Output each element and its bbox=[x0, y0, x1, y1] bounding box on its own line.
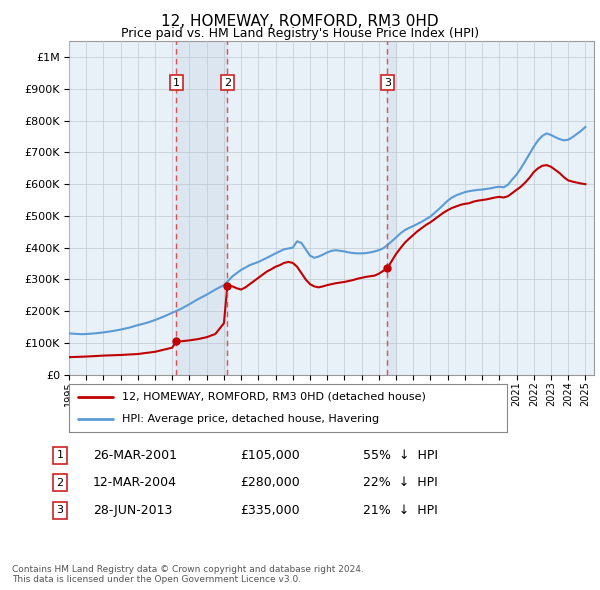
Text: £335,000: £335,000 bbox=[240, 504, 299, 517]
Text: 1: 1 bbox=[56, 451, 64, 460]
Text: 21%  ↓  HPI: 21% ↓ HPI bbox=[363, 504, 438, 517]
Bar bbox=[176, 41, 227, 375]
Text: £105,000: £105,000 bbox=[240, 449, 300, 462]
Text: Price paid vs. HM Land Registry's House Price Index (HPI): Price paid vs. HM Land Registry's House … bbox=[121, 27, 479, 40]
Text: 12-MAR-2004: 12-MAR-2004 bbox=[93, 476, 177, 489]
Text: 12, HOMEWAY, ROMFORD, RM3 0HD: 12, HOMEWAY, ROMFORD, RM3 0HD bbox=[161, 14, 439, 28]
Text: 1: 1 bbox=[173, 77, 180, 87]
Text: 28-JUN-2013: 28-JUN-2013 bbox=[93, 504, 172, 517]
Text: £280,000: £280,000 bbox=[240, 476, 300, 489]
Text: 55%  ↓  HPI: 55% ↓ HPI bbox=[363, 449, 438, 462]
Text: 3: 3 bbox=[56, 506, 64, 515]
Text: 3: 3 bbox=[384, 77, 391, 87]
Text: 2: 2 bbox=[56, 478, 64, 487]
Text: Contains HM Land Registry data © Crown copyright and database right 2024.
This d: Contains HM Land Registry data © Crown c… bbox=[12, 565, 364, 584]
Bar bbox=[387, 41, 396, 375]
Text: 2: 2 bbox=[224, 77, 231, 87]
Text: 26-MAR-2001: 26-MAR-2001 bbox=[93, 449, 177, 462]
Text: 12, HOMEWAY, ROMFORD, RM3 0HD (detached house): 12, HOMEWAY, ROMFORD, RM3 0HD (detached … bbox=[122, 392, 425, 402]
Text: 22%  ↓  HPI: 22% ↓ HPI bbox=[363, 476, 438, 489]
Text: HPI: Average price, detached house, Havering: HPI: Average price, detached house, Have… bbox=[122, 414, 379, 424]
